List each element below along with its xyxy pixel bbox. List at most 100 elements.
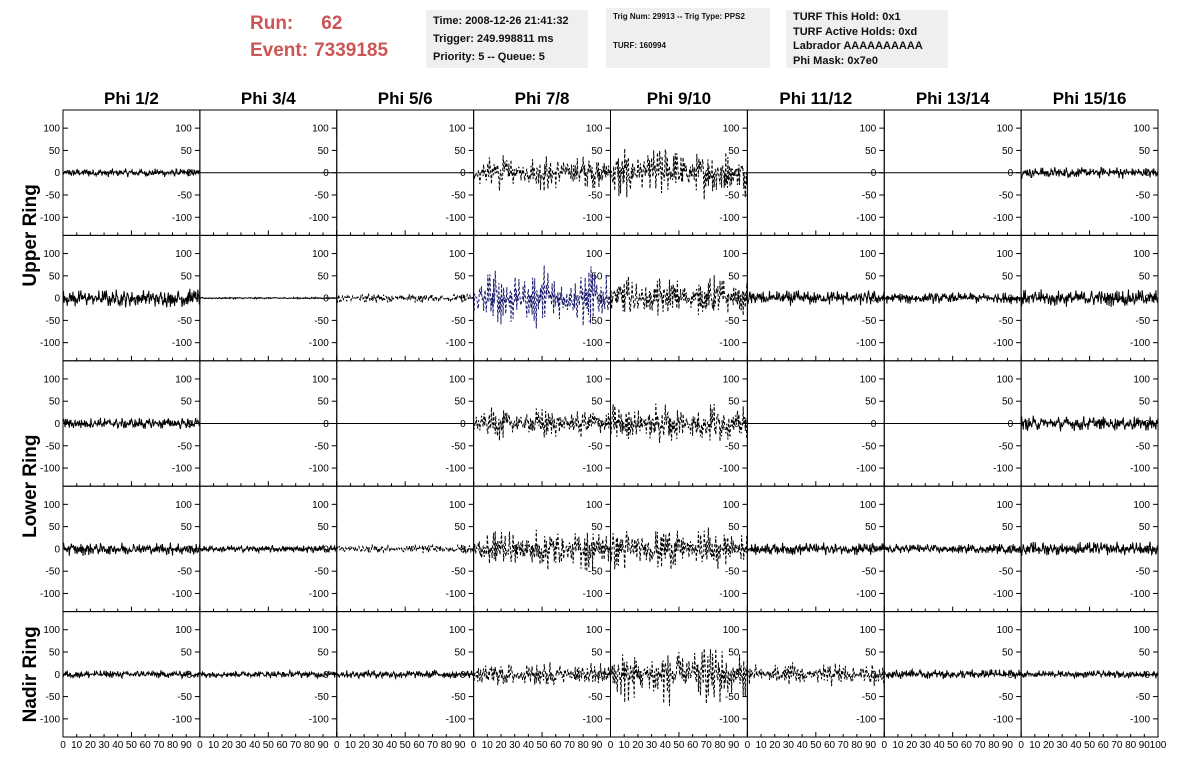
waveform-trace — [336, 668, 475, 681]
y-tick-label: 0 — [54, 670, 60, 681]
y-tick-label: 0 — [323, 419, 329, 430]
y-tick-label: 50 — [1139, 648, 1151, 659]
x-tick-label: 60 — [276, 740, 288, 751]
y-tick-label: 50 — [1139, 146, 1151, 157]
y-tick-label: -100 — [309, 714, 329, 725]
x-tick-label: 40 — [386, 740, 398, 751]
y-tick-label: 0 — [54, 294, 60, 305]
y-tick-label: -100 — [582, 589, 602, 600]
turf-info-box: TURF This Hold: 0x1 TURF Active Holds: 0… — [786, 10, 948, 68]
waveform-trace — [62, 288, 201, 308]
y-tick-label: 0 — [186, 670, 192, 681]
y-tick-label: 50 — [455, 397, 467, 408]
column-header: Phi 5/6 — [378, 89, 433, 108]
y-tick-label: -50 — [999, 441, 1014, 452]
y-tick-label: -100 — [172, 714, 192, 725]
x-tick-label: 70 — [153, 740, 165, 751]
y-tick-label: -100 — [172, 213, 192, 224]
y-tick-label: -50 — [999, 567, 1014, 578]
x-tick-label: 100 — [1150, 740, 1167, 751]
y-tick-label: -100 — [446, 464, 466, 475]
y-tick-label: 100 — [996, 625, 1013, 636]
y-tick-label: 0 — [323, 168, 329, 179]
y-tick-label: 50 — [591, 271, 603, 282]
waveform-trace — [1020, 669, 1159, 680]
y-tick-label: 50 — [1139, 522, 1151, 533]
waveform-trace — [610, 403, 748, 444]
x-tick-label: 10 — [756, 740, 768, 751]
y-tick-label: 100 — [723, 249, 740, 260]
y-tick-label: -50 — [314, 567, 329, 578]
y-tick-label: 0 — [460, 419, 466, 430]
y-tick-label: 0 — [871, 419, 877, 430]
trigger-text: Trigger: 249.998811 ms — [433, 33, 554, 45]
y-tick-label: -50 — [1136, 692, 1151, 703]
y-tick-label: 50 — [865, 522, 877, 533]
x-tick-label: 70 — [701, 740, 713, 751]
column-header: Phi 1/2 — [104, 89, 159, 108]
x-tick-label: 90 — [865, 740, 877, 751]
waveform-trace — [199, 668, 338, 680]
waveform-trace — [473, 529, 611, 572]
x-tick-label: 40 — [797, 740, 809, 751]
waveform-trace — [746, 662, 885, 687]
event-label: Event: — [250, 40, 309, 61]
waveform-trace — [610, 275, 748, 316]
y-tick-label: -100 — [993, 338, 1013, 349]
y-tick-label: 0 — [871, 168, 877, 179]
x-tick-label: 80 — [714, 740, 726, 751]
x-tick-label: 60 — [687, 740, 699, 751]
waveform-trace — [1020, 289, 1159, 308]
waveform-trace — [1020, 541, 1159, 557]
y-tick-label: 100 — [723, 124, 740, 135]
y-tick-label: -50 — [862, 316, 877, 327]
y-tick-label: -50 — [999, 190, 1014, 201]
y-tick-label: -100 — [1130, 338, 1150, 349]
y-tick-label: -50 — [999, 692, 1014, 703]
x-tick-label: 40 — [660, 740, 672, 751]
y-tick-label: 0 — [1008, 168, 1014, 179]
y-tick-label: -50 — [451, 316, 466, 327]
x-tick-label: 80 — [988, 740, 1000, 751]
y-tick-label: -100 — [719, 589, 739, 600]
turf-text: TURF: 160994 — [613, 41, 666, 50]
y-tick-label: 100 — [43, 500, 60, 511]
waveform-trace — [62, 417, 201, 430]
y-tick-label: -100 — [1130, 589, 1150, 600]
y-tick-label: -100 — [446, 589, 466, 600]
y-tick-label: 50 — [728, 648, 740, 659]
column-header: Phi 13/14 — [916, 89, 990, 108]
x-tick-label: 30 — [509, 740, 521, 751]
y-tick-label: 0 — [460, 168, 466, 179]
y-tick-label: -50 — [725, 692, 740, 703]
x-tick-label: 50 — [673, 740, 685, 751]
y-tick-label: -100 — [993, 714, 1013, 725]
y-tick-label: 0 — [54, 419, 60, 430]
time-info-box: Time: 2008-12-26 21:41:32 Trigger: 249.9… — [426, 10, 588, 68]
x-tick-label: 80 — [851, 740, 863, 751]
y-tick-label: 100 — [996, 124, 1013, 135]
waveform-trace — [473, 155, 611, 191]
y-tick-label: 0 — [734, 294, 740, 305]
priority-text: Priority: 5 -- Queue: 5 — [433, 51, 545, 63]
time-text: Time: 2008-12-26 21:41:32 — [433, 15, 569, 27]
x-tick-label: 0 — [60, 740, 66, 751]
x-tick-label: 60 — [961, 740, 973, 751]
waveform-trace — [610, 648, 748, 706]
x-tick-label: 50 — [263, 740, 275, 751]
y-tick-label: 50 — [728, 146, 740, 157]
y-tick-label: 50 — [865, 271, 877, 282]
x-tick-label: 90 — [318, 740, 330, 751]
y-tick-label: -100 — [993, 213, 1013, 224]
x-tick-label: 90 — [591, 740, 603, 751]
y-tick-label: 100 — [1133, 374, 1150, 385]
x-tick-label: 0 — [608, 740, 614, 751]
x-tick-label: 0 — [334, 740, 340, 751]
y-tick-label: 0 — [323, 294, 329, 305]
x-tick-label: 10 — [1029, 740, 1041, 751]
x-tick-label: 0 — [197, 740, 203, 751]
x-tick-label: 50 — [400, 740, 412, 751]
y-tick-label: -100 — [582, 213, 602, 224]
y-tick-label: 0 — [54, 168, 60, 179]
y-tick-label: 50 — [728, 397, 740, 408]
